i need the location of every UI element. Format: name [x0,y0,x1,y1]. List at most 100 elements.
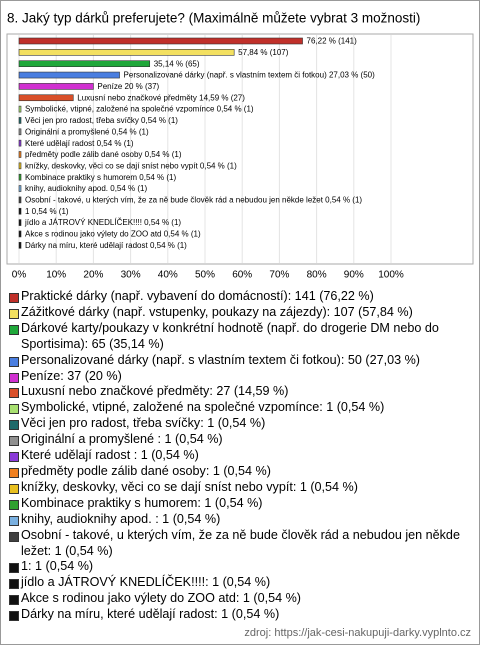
bar-label: jídlo a JÁTROVÝ KNEDLÍČEK!!!! 0,54 % (1) [24,218,181,227]
legend-swatch [9,388,19,399]
bar-label: Dárky na míru, které udělají radost 0,54… [25,241,187,250]
legend-item: Luxusní nebo značkové předměty: 27 (14,5… [7,384,469,400]
legend-item: knihy, audioknihy apod. : 1 (0,54 %) [7,512,469,528]
x-tick-label: 40% [158,270,178,281]
legend-swatch [9,308,19,319]
bar [18,71,120,79]
legend-swatch [9,579,19,590]
legend-label: Akce s rodinou jako výlety do ZOO atd: 1… [21,591,301,606]
x-tick-label: 70% [269,270,289,281]
legend-swatch [9,531,19,542]
legend-label: Praktické dárky (např. vybavení do domác… [21,289,374,303]
bar-label: 1 0,54 % (1) [25,207,69,216]
x-tick-label: 50% [195,270,215,281]
bar [18,60,151,68]
legend-label: Originální a promyšlené : 1 (0,54 %) [21,432,223,447]
bar-label: Které udělají radost 0,54 % (1) [25,139,134,148]
legend-swatch [9,293,19,303]
legend-swatch [9,420,19,431]
legend-label: jídlo a JÁTROVÝ KNEDLÍČEK!!!!: 1 (0,54 %… [21,575,271,590]
legend-label: knížky, deskovky, věci co se dají sníst … [21,479,358,494]
legend-label: Personalizované dárky (např. s vlastním … [21,352,420,367]
x-tick-label: 30% [121,270,141,281]
legend-label: předměty podle zálib dané osoby: 1 (0,54… [21,463,271,478]
legend-item: Praktické dárky (např. vybavení do domác… [7,289,469,305]
bar-label: 76,22 % (141) [307,37,358,46]
legend-swatch [9,467,19,478]
bar [18,117,22,124]
legend-swatch [9,452,19,463]
source: zdroj: https://jak-cesi-nakupuji-darky.v… [244,627,471,639]
legend-item: Peníze: 37 (20 %) [7,369,469,385]
legend-swatch [9,611,19,622]
legend-label: Osobní - takové, u kterých vím, že za ně… [21,527,460,558]
legend-swatch [9,483,19,494]
legend-label: knihy, audioknihy apod. : 1 (0,54 %) [21,511,221,526]
x-tick-label: 80% [307,270,327,281]
legend-item: 1: 1 (0,54 %) [7,559,469,575]
legend-item: Dárkové karty/poukazy v konkrétní hodnot… [7,321,469,353]
legend-swatch [9,563,19,574]
bar [18,162,22,170]
bar-label: Symbolické, vtipné, založené na společné… [25,105,254,114]
legend-label: Které udělají radost : 1 (0,54 %) [21,448,199,463]
bar [18,139,22,147]
legend-item: jídlo a JÁTROVÝ KNEDLÍČEK!!!!: 1 (0,54 %… [7,575,469,591]
x-tick-label: 90% [344,270,364,281]
x-tick-label: 100% [378,270,404,281]
legend-item: knížky, deskovky, věci co se dají sníst … [7,480,469,496]
legend-swatch [9,356,19,367]
legend-label: Dárkové karty/poukazy v konkrétní hodnot… [21,320,439,351]
legend-item: Dárky na míru, které udělají radost: 1 (… [7,607,469,623]
legend-swatch [9,436,19,447]
legend-item: Personalizované dárky (např. s vlastním … [7,353,469,369]
legend-label: 1: 1 (0,54 %) [21,559,94,574]
bar-label: 35,14 % (65) [154,59,200,68]
bar-label: 57,84 % (107) [238,48,289,57]
bar [18,196,22,204]
legend-label: Zážitkové dárky (např. vstupenky, poukaz… [21,304,413,319]
legend-swatch [9,499,19,510]
legend-item: Osobní - takové, u kterých vím, že za ně… [7,528,469,560]
chart-title: 8. Jaký typ dárků preferujete? (Maximáln… [7,11,420,26]
bar-label: knihy, audioknihy apod. 0,54 % (1) [25,184,147,193]
legend-swatch [9,372,19,383]
bar [18,151,22,158]
bar-label: Originální a promyšlené 0,54 % (1) [25,127,149,136]
legend-label: Věci jen pro radost, třeba svíčky: 1 (0,… [21,416,266,431]
bar [18,219,22,226]
bar-label: Osobní - takové, u kterých vím, že za ně… [25,196,362,205]
bar [18,185,22,192]
bar [18,105,22,113]
legend-label: Dárky na míru, které udělají radost: 1 (… [21,607,280,622]
bar-label: předměty podle zálib dané osoby 0,54 % (… [25,150,182,159]
bar [18,230,22,238]
bar [18,128,22,136]
legend-label: Peníze: 37 (20 %) [21,368,122,383]
x-tick-label: 10% [46,270,66,281]
bar-label: Akce s rodinou jako výlety do ZOO atd 0,… [25,230,201,239]
legend-item: Které udělají radost : 1 (0,54 %) [7,448,469,464]
legend-item: Zážitkové dárky (např. vstupenky, poukaz… [7,305,469,321]
legend-swatch [9,515,19,526]
legend-item: předměty podle zálib dané osoby: 1 (0,54… [7,464,469,480]
bar [18,242,22,249]
legend-item: Symbolické, vtipné, založené na společné… [7,400,469,416]
bar [18,94,74,102]
legend-item: Věci jen pro radost, třeba svíčky: 1 (0,… [7,416,469,432]
bar-label: Peníze 20 % (37) [97,82,159,91]
bar [18,49,235,56]
legend-item: Akce s rodinou jako výlety do ZOO atd: 1… [7,591,469,607]
bar-label: Kombinace praktiky s humorem 0,54 % (1) [25,173,177,182]
bar [18,37,303,45]
legend-item: Originální a promyšlené : 1 (0,54 %) [7,432,469,448]
chart: 8. Jaký typ dárků preferujete? (Maximáln… [6,11,474,281]
x-tick-label: 20% [83,270,103,281]
bar-label: knížky, deskovky, věci co se dají sníst … [25,161,237,170]
bar-label: Luxusní nebo značkové předměty 14,59 % (… [77,93,245,102]
legend: Praktické dárky (např. vybavení do domác… [7,289,469,623]
legend-swatch [9,324,19,335]
legend-label: Luxusní nebo značkové předměty: 27 (14,5… [21,384,289,399]
legend-item: Kombinace praktiky s humorem: 1 (0,54 %) [7,496,469,512]
